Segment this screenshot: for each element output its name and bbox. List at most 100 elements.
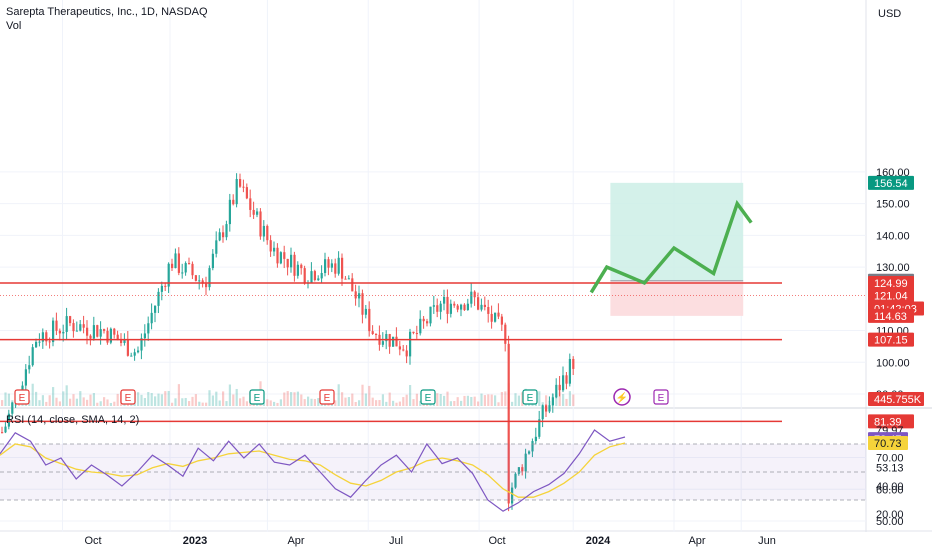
candle-body[interactable] <box>259 211 262 237</box>
earnings-box[interactable] <box>249 389 265 405</box>
candle-body[interactable] <box>483 304 486 308</box>
candle-body[interactable] <box>225 224 228 238</box>
candle-body[interactable] <box>235 178 238 205</box>
earnings-marker[interactable]: E <box>522 389 538 405</box>
candle-body[interactable] <box>528 451 531 454</box>
candle-body[interactable] <box>143 333 146 339</box>
candle-body[interactable] <box>276 247 279 264</box>
candle-body[interactable] <box>28 365 31 370</box>
candle-body[interactable] <box>177 253 180 273</box>
candle-body[interactable] <box>453 303 456 306</box>
candle-body[interactable] <box>242 186 245 188</box>
candle-body[interactable] <box>568 358 571 384</box>
symbol-title[interactable]: Sarepta Therapeutics, Inc., 1D, NASDAQ <box>6 6 208 18</box>
candle-body[interactable] <box>572 358 575 369</box>
earnings-marker[interactable]: E <box>120 389 136 405</box>
candle-body[interactable] <box>184 263 187 273</box>
candle-body[interactable] <box>375 334 378 336</box>
candle-body[interactable] <box>477 297 480 310</box>
candle-body[interactable] <box>65 316 68 332</box>
candle-body[interactable] <box>514 473 517 488</box>
candle-body[interactable] <box>103 329 106 331</box>
candle-body[interactable] <box>524 453 527 472</box>
candle-body[interactable] <box>194 275 197 281</box>
candle-body[interactable] <box>368 308 371 332</box>
candle-body[interactable] <box>52 320 55 343</box>
rsi-indicator-label[interactable]: RSI (14, close, SMA, 14, 2) <box>6 414 140 426</box>
earnings-box[interactable] <box>319 389 335 405</box>
candle-body[interactable] <box>222 232 225 238</box>
candle-body[interactable] <box>133 352 136 356</box>
candle-body[interactable] <box>188 263 191 265</box>
candle-body[interactable] <box>470 291 473 304</box>
candle-body[interactable] <box>109 328 112 343</box>
earnings-box[interactable] <box>522 389 538 405</box>
candle-body[interactable] <box>218 232 221 241</box>
candle-body[interactable] <box>252 209 255 215</box>
candle-body[interactable] <box>262 225 265 237</box>
candle-body[interactable] <box>500 316 503 325</box>
candle-body[interactable] <box>361 293 364 315</box>
candle-body[interactable] <box>232 199 235 205</box>
candle-body[interactable] <box>551 397 554 406</box>
earnings-marker[interactable]: E <box>420 389 436 405</box>
candle-body[interactable] <box>449 303 452 314</box>
earnings-marker[interactable]: E <box>319 389 335 405</box>
candle-body[interactable] <box>79 324 82 331</box>
candle-body[interactable] <box>337 257 340 274</box>
candle-body[interactable] <box>354 291 357 299</box>
volume-indicator-label[interactable]: Vol <box>6 20 22 32</box>
candle-body[interactable] <box>11 402 14 414</box>
candle-body[interactable] <box>310 271 313 283</box>
projection-polyline[interactable] <box>589 199 753 294</box>
candle-body[interactable] <box>228 199 231 225</box>
candle-body[interactable] <box>205 283 208 288</box>
candle-body[interactable] <box>106 330 109 343</box>
candle-body[interactable] <box>99 329 102 337</box>
risk-reward-zones[interactable] <box>610 182 744 316</box>
candle-body[interactable] <box>211 253 214 269</box>
candle-body[interactable] <box>494 312 497 322</box>
candle-body[interactable] <box>72 323 75 332</box>
candle-body[interactable] <box>174 253 177 269</box>
candle-body[interactable] <box>62 331 65 334</box>
candle-body[interactable] <box>504 324 507 344</box>
candle-body[interactable] <box>395 336 398 347</box>
candle-body[interactable] <box>460 304 463 310</box>
candle-body[interactable] <box>565 375 568 384</box>
earnings-marker[interactable]: E <box>653 389 669 405</box>
candle-body[interactable] <box>303 268 306 284</box>
candle-body[interactable] <box>358 293 361 299</box>
candle-body[interactable] <box>473 291 476 298</box>
candle-body[interactable] <box>296 264 299 276</box>
candle-body[interactable] <box>463 304 466 311</box>
candle-body[interactable] <box>147 323 150 334</box>
candle-body[interactable] <box>300 264 303 269</box>
candle-body[interactable] <box>517 467 520 474</box>
candle-body[interactable] <box>86 327 89 336</box>
candle-body[interactable] <box>538 419 541 437</box>
candle-body[interactable] <box>69 316 72 324</box>
candle-body[interactable] <box>290 254 293 268</box>
candle-body[interactable] <box>562 375 565 391</box>
candle-body[interactable] <box>392 336 395 347</box>
candle-body[interactable] <box>201 280 204 284</box>
candle-body[interactable] <box>341 257 344 279</box>
candle-body[interactable] <box>456 305 459 310</box>
candle-body[interactable] <box>436 305 439 312</box>
currency-label[interactable]: USD <box>878 8 902 20</box>
candle-body[interactable] <box>154 305 157 313</box>
candle-body[interactable] <box>490 313 493 322</box>
candle-body[interactable] <box>215 240 218 254</box>
candle-body[interactable] <box>266 225 269 241</box>
candle-body[interactable] <box>55 320 58 331</box>
candle-body[interactable] <box>388 334 391 347</box>
rsi-line[interactable] <box>0 429 626 512</box>
candle-body[interactable] <box>58 330 61 334</box>
candle-body[interactable] <box>123 339 126 344</box>
candle-body[interactable] <box>429 306 432 324</box>
rsi-pane[interactable] <box>0 429 866 512</box>
candle-body[interactable] <box>171 263 174 269</box>
price-candles[interactable] <box>1 173 575 512</box>
